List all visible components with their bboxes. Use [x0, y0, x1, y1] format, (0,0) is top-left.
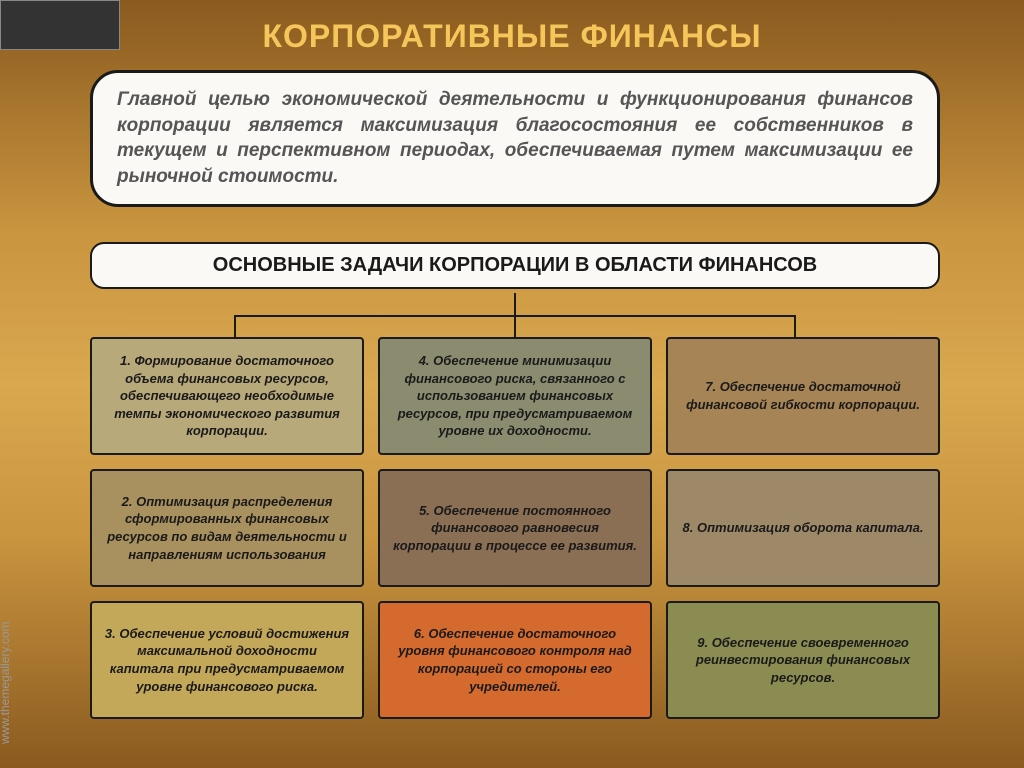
task-grid: 1. Формирование достаточного объема фина…	[90, 337, 940, 719]
task-cell-1: 1. Формирование достаточного объема фина…	[90, 337, 364, 455]
task-cell-6: 6. Обеспечение достаточного уровня финан…	[378, 601, 652, 719]
connector-line	[514, 315, 516, 337]
task-cell-2: 2. Оптимизация распределения сформирован…	[90, 469, 364, 587]
page-title: КОРПОРАТИВНЫЕ ФИНАНСЫ	[0, 18, 1024, 55]
intro-box: Главной целью экономической деятельности…	[90, 70, 940, 207]
subheader-box: ОСНОВНЫЕ ЗАДАЧИ КОРПОРАЦИИ В ОБЛАСТИ ФИН…	[90, 242, 940, 289]
task-cell-9: 9. Обеспечение своевременного реинвестир…	[666, 601, 940, 719]
subheader-text: ОСНОВНЫЕ ЗАДАЧИ КОРПОРАЦИИ В ОБЛАСТИ ФИН…	[110, 254, 920, 277]
connector-line	[234, 315, 236, 337]
watermark: www.themegallery.com	[0, 622, 12, 744]
connector-line	[794, 315, 796, 337]
task-cell-8: 8. Оптимизация оборота капитала.	[666, 469, 940, 587]
task-cell-3: 3. Обеспечение условий достижения максим…	[90, 601, 364, 719]
connector-line	[514, 293, 516, 315]
slide: КОРПОРАТИВНЫЕ ФИНАНСЫ Главной целью экон…	[0, 0, 1024, 768]
task-cell-5: 5. Обеспечение постоянного финансового р…	[378, 469, 652, 587]
task-cell-4: 4. Обеспечение минимизации финансового р…	[378, 337, 652, 455]
intro-text: Главной целью экономической деятельности…	[117, 87, 913, 190]
task-cell-7: 7. Обеспечение достаточной финансовой ги…	[666, 337, 940, 455]
